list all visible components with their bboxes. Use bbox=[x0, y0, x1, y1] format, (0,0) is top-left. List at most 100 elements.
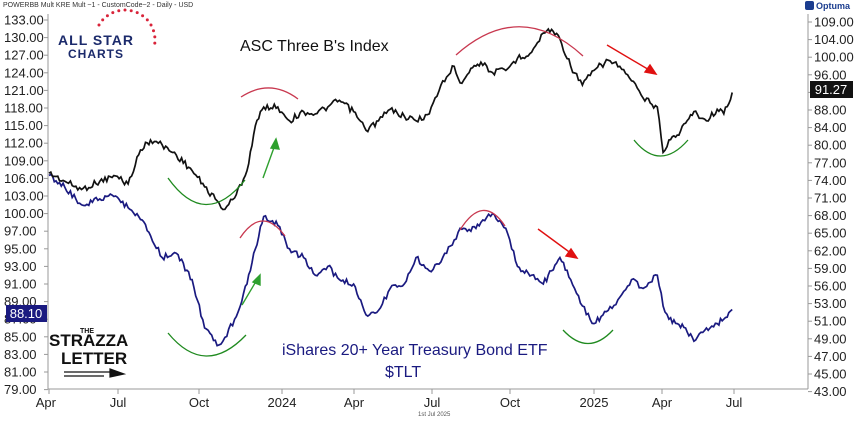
red-arc-tlt-top-2 bbox=[459, 209, 506, 231]
chart-header: POWERBB Mult KRE Mult ~1 - CustomCode~2 … bbox=[3, 2, 193, 9]
optuma-brand: Optuma bbox=[805, 1, 851, 11]
tlt-last-value-badge: 88.10 bbox=[6, 305, 47, 322]
green-arrow-index bbox=[262, 137, 280, 179]
optuma-logo-icon bbox=[805, 1, 814, 10]
right-tick-label: 77.00 bbox=[814, 155, 847, 170]
star-ring-icon bbox=[97, 8, 157, 45]
left-tick-label: 118.00 bbox=[4, 101, 43, 116]
left-tick-label: 95.00 bbox=[4, 241, 37, 256]
index-badge-bg bbox=[810, 81, 853, 98]
star-dot bbox=[153, 41, 157, 45]
right-tick-label: 96.00 bbox=[814, 67, 847, 82]
green-arc-tlt-low-1 bbox=[167, 332, 247, 357]
left-tick-label: 133.00 bbox=[4, 13, 44, 28]
left-tick-label: 121.00 bbox=[4, 83, 44, 98]
x-tick-label: Oct bbox=[189, 395, 210, 410]
left-tick-label: 91.00 bbox=[4, 277, 37, 292]
right-tick-label: 47.00 bbox=[814, 349, 847, 364]
pattern-annotations bbox=[167, 26, 689, 357]
right-tick-label: 104.00 bbox=[814, 32, 854, 47]
left-tick-label: 100.00 bbox=[4, 206, 44, 221]
star-dot bbox=[117, 9, 121, 13]
strazza-logo-the: THE bbox=[80, 328, 94, 335]
left-tick-label: 85.00 bbox=[4, 329, 37, 344]
left-tick-label: 109.00 bbox=[4, 153, 44, 168]
left-tick-label: 124.00 bbox=[4, 65, 44, 80]
left-tick-label: 93.00 bbox=[4, 259, 37, 274]
left-tick-label: 103.00 bbox=[4, 189, 44, 204]
star-dot bbox=[123, 8, 127, 12]
x-tick-label: Apr bbox=[652, 395, 673, 410]
red-arc-tlt-top-1 bbox=[239, 220, 286, 239]
strazza-logo-line1: STRAZZA bbox=[49, 331, 128, 350]
right-tick-label: 49.00 bbox=[814, 331, 847, 346]
left-tick-label: 112.00 bbox=[4, 136, 43, 151]
tlt-ticker: $TLT bbox=[385, 364, 421, 381]
green-arrow-tlt bbox=[241, 273, 261, 306]
right-tick-label: 56.00 bbox=[814, 279, 847, 294]
left-tick-label: 127.00 bbox=[4, 48, 44, 63]
right-tick-label: 45.00 bbox=[814, 367, 847, 382]
index-last-value: 91.27 bbox=[815, 82, 848, 97]
left-tick-label: 97.00 bbox=[4, 224, 37, 239]
right-tick-label: 74.00 bbox=[814, 173, 847, 188]
left-tick-label: 81.00 bbox=[4, 365, 37, 380]
tlt-last-value: 88.10 bbox=[10, 306, 43, 321]
star-dot bbox=[141, 14, 145, 18]
right-tick-label: 109.00 bbox=[814, 15, 854, 30]
index-title: ASC Three B's Index bbox=[240, 38, 389, 55]
star-dot bbox=[152, 29, 155, 33]
allstar-charts-logo: ALL STAR CHARTS bbox=[58, 8, 157, 61]
green-arc-index-low-1 bbox=[167, 177, 246, 206]
right-tick-label: 53.00 bbox=[814, 296, 847, 311]
right-tick-label: 59.00 bbox=[814, 261, 847, 276]
left-tick-label: 79.00 bbox=[4, 382, 37, 397]
green-arc-index-low-2 bbox=[633, 139, 689, 157]
x-tick-label: 2024 bbox=[268, 395, 297, 410]
strazza-logo-line2: LETTER bbox=[61, 349, 127, 368]
right-tick-label: 68.00 bbox=[814, 208, 847, 223]
x-tick-label: Jul bbox=[110, 395, 127, 410]
x-axis-ticks: Apr Jul Oct 2024 Apr Jul Oct 2025 Apr Jul bbox=[36, 389, 742, 410]
star-dot bbox=[149, 23, 153, 27]
left-tick-label: 115.00 bbox=[4, 118, 43, 133]
star-dot bbox=[105, 14, 109, 18]
green-arc-tlt-low-2 bbox=[562, 329, 614, 344]
left-axis-ticks: 133.00 130.00 127.00 124.00 121.00 118.00 115.… bbox=[4, 13, 48, 397]
star-dot bbox=[153, 35, 157, 39]
red-arc-index-top-2 bbox=[455, 26, 584, 57]
x-tick-label: Oct bbox=[500, 395, 521, 410]
left-tick-label: 106.00 bbox=[4, 171, 44, 186]
pen-icon bbox=[64, 368, 127, 378]
star-dot bbox=[129, 9, 133, 13]
right-tick-label: 43.00 bbox=[814, 384, 847, 399]
right-tick-label: 65.00 bbox=[814, 226, 847, 241]
star-dot bbox=[135, 11, 139, 15]
right-tick-label: 80.00 bbox=[814, 138, 847, 153]
left-tick-label: 83.00 bbox=[4, 347, 37, 362]
right-tick-label: 71.00 bbox=[814, 191, 847, 206]
allstar-logo-line1: ALL STAR bbox=[58, 32, 134, 48]
footer-date: 1st Jul 2025 bbox=[418, 412, 451, 418]
red-arc-index-top-1 bbox=[240, 87, 299, 100]
index-last-value-badge: 91.27 bbox=[810, 81, 853, 98]
right-tick-label: 51.00 bbox=[814, 314, 847, 329]
series-line-three-bs-index bbox=[48, 27, 734, 211]
x-tick-label: 2025 bbox=[580, 395, 609, 410]
left-tick-label: 130.00 bbox=[4, 30, 44, 45]
right-tick-label: 88.00 bbox=[814, 103, 847, 118]
optuma-label: Optuma bbox=[816, 1, 851, 11]
star-dot bbox=[111, 11, 115, 15]
right-tick-label: 62.00 bbox=[814, 243, 847, 258]
red-arrow-index bbox=[606, 44, 658, 75]
tlt-badge-bg bbox=[6, 305, 47, 322]
tlt-title: iShares 20+ Year Treasury Bond ETF bbox=[282, 342, 548, 359]
x-tick-label: Apr bbox=[36, 395, 57, 410]
x-tick-label: Jul bbox=[424, 395, 441, 410]
series-line-tlt bbox=[48, 173, 733, 347]
strazza-letter-logo: THE STRAZZA LETTER bbox=[49, 328, 128, 378]
x-tick-label: Apr bbox=[344, 395, 365, 410]
allstar-logo-line2: CHARTS bbox=[68, 47, 124, 61]
